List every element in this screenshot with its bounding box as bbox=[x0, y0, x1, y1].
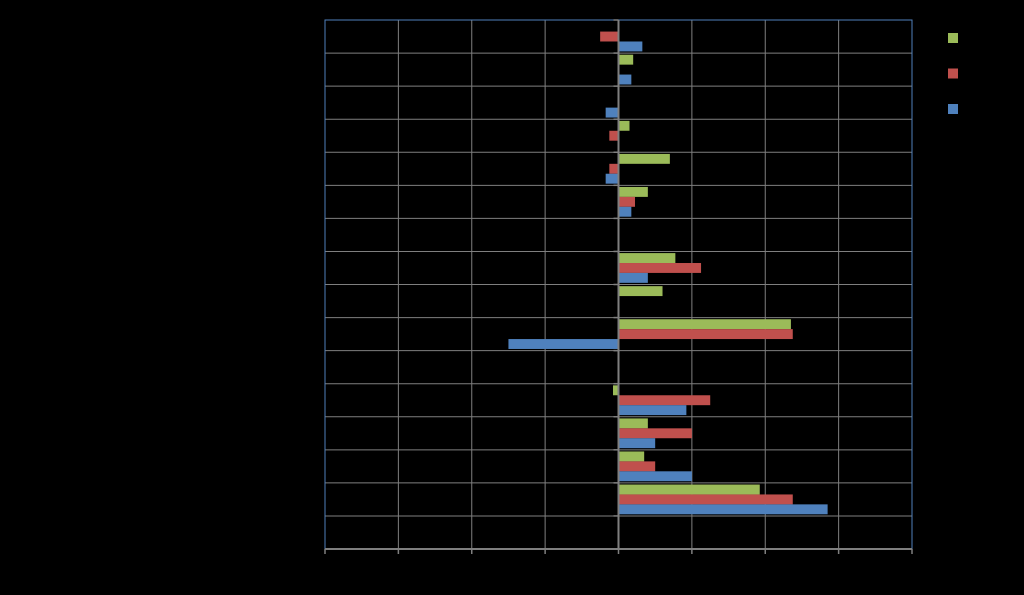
bar bbox=[609, 130, 619, 141]
axes bbox=[324, 19, 913, 554]
bars bbox=[508, 31, 828, 515]
bar bbox=[618, 428, 692, 439]
bar bbox=[618, 461, 656, 472]
bar bbox=[618, 504, 828, 515]
bar bbox=[618, 74, 632, 85]
bar bbox=[618, 186, 648, 197]
bar bbox=[618, 438, 656, 449]
bar bbox=[618, 206, 632, 217]
bar bbox=[618, 405, 687, 416]
bar bbox=[605, 173, 619, 184]
bar bbox=[618, 329, 793, 340]
bar bbox=[618, 471, 692, 482]
legend-swatch bbox=[948, 104, 958, 114]
bar bbox=[605, 107, 619, 118]
bar bbox=[618, 451, 645, 462]
bar bbox=[618, 272, 648, 283]
bar bbox=[612, 385, 619, 396]
bar bbox=[609, 163, 619, 174]
bar bbox=[618, 54, 634, 65]
legend bbox=[948, 33, 958, 114]
bar bbox=[618, 418, 648, 429]
bar bbox=[618, 319, 791, 330]
bar bbox=[618, 494, 793, 505]
bar bbox=[508, 339, 619, 349]
bar bbox=[618, 120, 630, 131]
bar bbox=[600, 31, 619, 42]
bar bbox=[618, 196, 636, 207]
legend-swatch bbox=[948, 68, 958, 79]
bar bbox=[618, 41, 643, 52]
bar bbox=[618, 484, 760, 495]
bar bbox=[618, 153, 670, 164]
legend-swatch bbox=[948, 33, 958, 43]
bar bbox=[618, 395, 711, 406]
bar bbox=[618, 263, 702, 273]
bar bbox=[618, 253, 676, 264]
bar bbox=[618, 286, 663, 297]
